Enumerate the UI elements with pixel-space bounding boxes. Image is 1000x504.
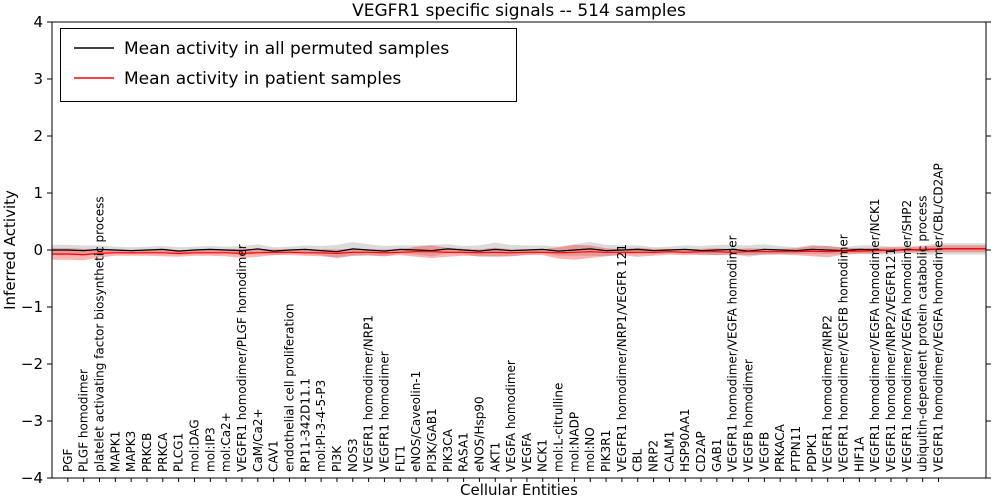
x-tick-label: MAPK3: [124, 431, 138, 472]
x-tick-label: VEGFA: [520, 432, 534, 472]
x-tick-label: PGF: [61, 448, 75, 472]
x-tick-label: VEGFA homodimer: [504, 360, 518, 472]
x-tick-label: HIF1A: [852, 436, 866, 472]
chart-title: VEGFR1 specific signals -- 514 samples: [352, 1, 686, 21]
x-tick-label: VEGFR1 homodimer/NRP2/VEGFR121: [884, 248, 898, 472]
y-tick-label: 3: [33, 70, 43, 88]
plot-border: [51, 21, 987, 479]
x-tick-label: CD2AP: [694, 431, 708, 472]
x-tick-label: NOS3: [346, 438, 360, 472]
x-tick-label: PRKCB: [140, 433, 154, 472]
permuted-mean-line: [52, 248, 986, 253]
y-tick-label: 1: [33, 184, 43, 202]
y-tick-label: 4: [33, 13, 43, 31]
x-tick-label: VEGFR1 homodimer/VEGFA homodimer/NCK1: [868, 198, 882, 472]
x-tick-label: platelet activating factor biosynthetic …: [93, 196, 107, 472]
legend: Mean activity in all permuted samples Me…: [60, 28, 517, 102]
x-tick-label: RASA1: [457, 432, 471, 472]
x-tick-label: VEGFR1 homodimer/NRP1: [362, 315, 376, 472]
x-tick-label: CBL: [631, 448, 645, 472]
y-tick-label: −4: [21, 469, 43, 487]
x-tick-label: endothelial cell proliferation: [283, 304, 297, 472]
x-tick-label: HSP90AA1: [678, 408, 692, 472]
x-tick-label: PDPK1: [805, 433, 819, 472]
y-axis-label: Inferred Activity: [1, 190, 19, 310]
x-tick-label: ubiquitin-dependent protein catabolic pr…: [916, 196, 930, 472]
x-tick-label: PIK3CA: [441, 428, 455, 472]
x-tick-label: VEGFR1 homodimer/VEGFB homodimer: [837, 234, 851, 472]
x-tick-label: PI3K: [330, 445, 344, 472]
x-tick-label: mol:IP3: [203, 427, 217, 472]
x-tick-label: PRKCA: [156, 432, 170, 472]
y-tick-label: −3: [21, 412, 43, 430]
x-tick-label: VEGFR1 homodimer/VEGFA homodimer: [726, 235, 740, 472]
x-tick-label: VEGFB: [757, 432, 771, 472]
x-tick-label: mol:NADP: [567, 412, 581, 472]
x-tick-label: VEGFR1 homodimer/NRP1/VEGFR 121: [615, 244, 629, 472]
x-tick-label: PLCG1: [172, 433, 186, 472]
y-tick-label: 0: [33, 241, 43, 259]
x-tick-label: FLT1: [393, 445, 407, 472]
x-tick-label: eNOS/Caveolin-1: [409, 371, 423, 472]
x-tick-label: MAPK1: [108, 431, 122, 472]
x-tick-label: PRKACA: [773, 423, 787, 472]
x-tick-label: VEGFB homodimer: [742, 359, 756, 472]
x-tick-label: GAB1: [710, 439, 724, 472]
legend-box: [60, 28, 517, 102]
plot-layer: 4 3 2 1 0 −1 −2 −3 −4 PGF PLGF homodimer platelet a…: [21, 13, 991, 487]
x-tick-label: AKT1: [488, 442, 502, 472]
x-tick-label: NRP2: [647, 440, 661, 472]
x-tick-label: mol:NO: [583, 427, 597, 472]
x-tick-label: CALM1: [662, 431, 676, 472]
y-tick-label: −2: [21, 355, 43, 373]
y-tick-label: −1: [21, 298, 43, 316]
x-tick-label: mol:Ca2+: [219, 412, 233, 472]
y-tick-label: 2: [33, 127, 43, 145]
x-tick-label: VEGFR1 homodimer: [377, 351, 391, 472]
x-tick-label: eNOS/Hsp90: [472, 396, 486, 472]
patient-mean-line: [52, 248, 986, 256]
x-tick-label: CaM/Ca2+: [251, 408, 265, 472]
x-axis-label: Cellular Entities: [460, 481, 578, 499]
x-tick-label: VEGFR1 homodimer/VEGFA homodimer/CBL/CD2…: [932, 163, 946, 472]
x-tick-label: PIK3R1: [599, 430, 613, 472]
x-tick-label: VEGFR1 homodimer/NRP2: [821, 315, 835, 472]
x-tick-label: PTPN11: [789, 426, 803, 472]
x-tick-label: VEGFR1 homodimer/PLGF homodimer: [235, 244, 249, 472]
x-tick-label: mol:DAG: [188, 419, 202, 472]
x-tick-label: mol:PI-3-4-5-P3: [314, 380, 328, 472]
x-tick-label: mol:L-citrulline: [552, 383, 566, 472]
x-tick-label: PI3K/GAB1: [425, 408, 439, 472]
legend-label-patient: Mean activity in patient samples: [124, 69, 401, 89]
x-tick-label: CAV1: [267, 440, 281, 472]
x-tick-label: NCK1: [536, 439, 550, 472]
x-tick-label: RP11-342D11.1: [298, 378, 312, 472]
x-tick-label: VEGFR1 homodimer/VEGFA homodimer/SHP2: [900, 200, 914, 472]
legend-label-permuted: Mean activity in all permuted samples: [124, 39, 449, 59]
x-tick-label: PLGF homodimer: [77, 369, 91, 472]
